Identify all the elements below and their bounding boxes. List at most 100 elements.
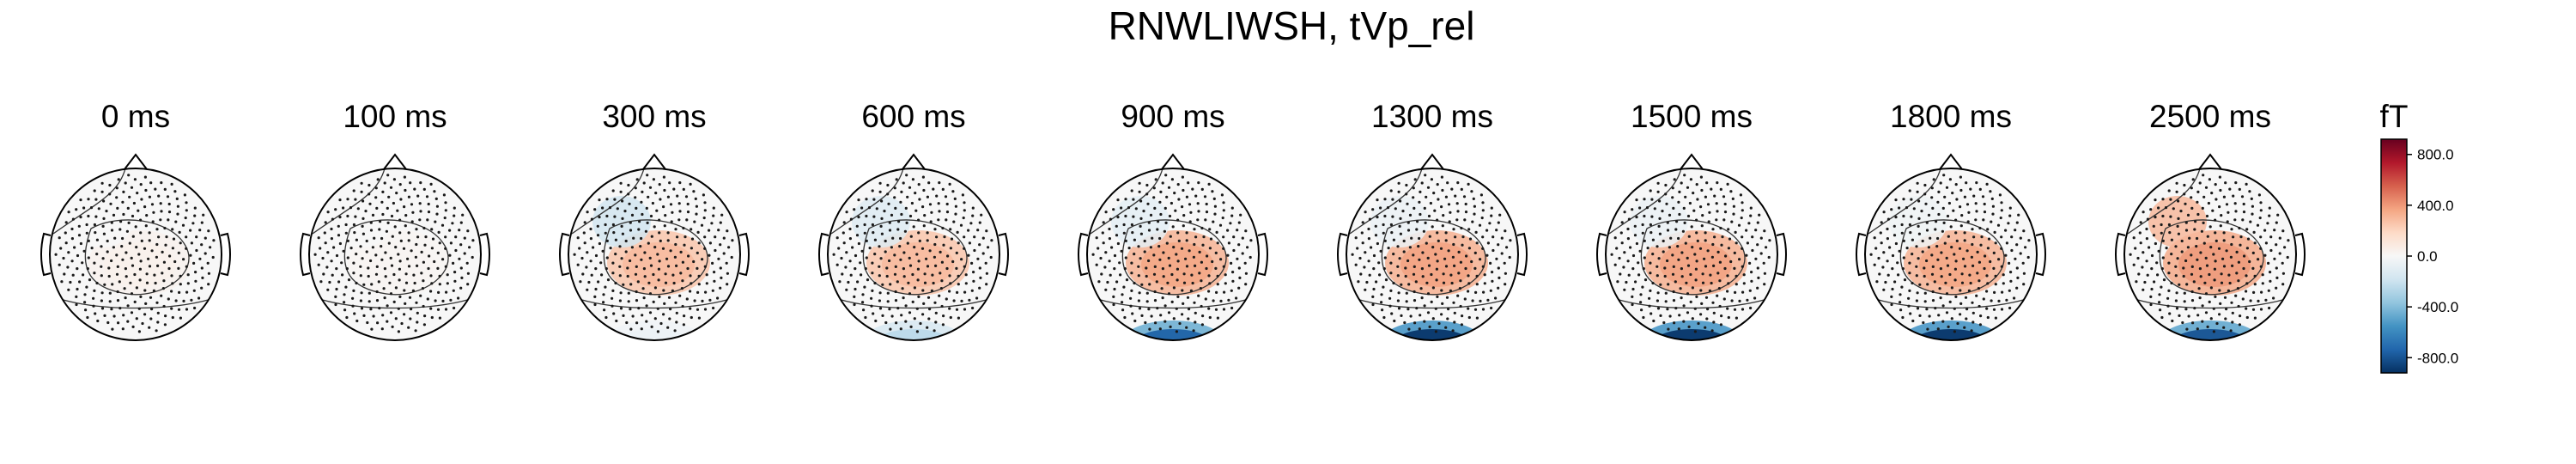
sensor-dot bbox=[921, 205, 925, 209]
sensor-dot bbox=[2196, 327, 2199, 331]
sensor-dot bbox=[92, 296, 95, 300]
sensor-dot bbox=[1389, 189, 1393, 192]
sensor-dot bbox=[1733, 266, 1736, 270]
sensor-dot bbox=[628, 202, 631, 205]
sensor-dot bbox=[673, 329, 677, 333]
sensor-dot bbox=[644, 229, 648, 233]
sensor-dot bbox=[418, 218, 422, 222]
field-map bbox=[568, 168, 740, 340]
sensor-dot bbox=[884, 250, 887, 253]
sensor-dot bbox=[2275, 266, 2278, 270]
sensor-dot bbox=[708, 241, 713, 245]
sensor-dot bbox=[893, 272, 897, 276]
sensor-dot bbox=[1130, 189, 1133, 192]
sensor-dot bbox=[1902, 214, 1905, 218]
sensor-dot bbox=[322, 272, 325, 276]
sensor-dot bbox=[1918, 314, 1922, 317]
sensor-dot bbox=[1886, 273, 1890, 277]
sensor-dot bbox=[865, 239, 868, 242]
sensor-dot bbox=[136, 192, 139, 195]
sensor-dot bbox=[1994, 316, 1997, 320]
sensor-dot bbox=[1723, 211, 1728, 214]
sensor-dot bbox=[1146, 202, 1150, 205]
sensor-dot bbox=[1908, 223, 1911, 227]
sensor-dot bbox=[585, 266, 588, 269]
sensor-dot bbox=[881, 283, 884, 286]
sensor-dot bbox=[461, 213, 465, 217]
sensor-dot bbox=[930, 289, 933, 292]
sensor-dot bbox=[2221, 257, 2225, 260]
sensor-dot bbox=[1125, 278, 1129, 282]
sensor-dot bbox=[1435, 278, 1438, 282]
sensor-dot bbox=[108, 291, 112, 295]
sensor-dot bbox=[1996, 223, 2001, 227]
sensor-dot bbox=[1728, 237, 1732, 241]
sensor-dot bbox=[1412, 186, 1415, 190]
sensor-dot bbox=[185, 290, 189, 294]
sensor-dot bbox=[647, 195, 650, 198]
sensor-dot bbox=[1095, 263, 1098, 266]
sensor-dot bbox=[1985, 290, 1989, 293]
sensor-dot bbox=[614, 281, 617, 285]
sensor-dot bbox=[361, 257, 364, 260]
sensor-dot bbox=[957, 316, 960, 320]
sensor-dot bbox=[905, 174, 908, 177]
sensor-dot bbox=[79, 198, 82, 202]
panel-time-label: 900 ms bbox=[1121, 99, 1224, 134]
sensor-dot bbox=[1115, 234, 1119, 237]
sensor-dot bbox=[1152, 253, 1156, 257]
sensor-dot bbox=[2218, 313, 2221, 316]
sensor-dot bbox=[1482, 290, 1485, 294]
sensor-dot bbox=[1924, 202, 1928, 205]
sensor-dot bbox=[200, 243, 204, 247]
sensor-dot bbox=[1229, 222, 1232, 225]
sensor-dot bbox=[601, 206, 605, 210]
sensor-dot bbox=[400, 321, 404, 326]
sensor-dot bbox=[1447, 308, 1450, 311]
colorbar-unit-label: fT bbox=[2380, 99, 2409, 134]
sensor-dot bbox=[1651, 238, 1655, 241]
sensor-dot bbox=[133, 178, 137, 181]
sensor-dot bbox=[949, 315, 952, 320]
sensor-dot bbox=[1683, 221, 1686, 224]
sensor-dot bbox=[2175, 307, 2179, 310]
sensor-dot bbox=[1627, 273, 1631, 277]
sensor-dot bbox=[627, 183, 630, 187]
sensor-dot bbox=[1696, 239, 1699, 242]
sensor-dot bbox=[1200, 279, 1203, 283]
sensor-dot bbox=[884, 321, 888, 325]
sensor-dot bbox=[1965, 181, 1968, 185]
sensor-dot bbox=[1699, 313, 1703, 316]
sensor-dot bbox=[1209, 237, 1213, 241]
sensor-dot bbox=[1746, 298, 1749, 302]
sensor-dot bbox=[1161, 267, 1164, 271]
sensor-dot bbox=[121, 200, 125, 204]
sensor-dot bbox=[355, 238, 358, 241]
sensor-dot bbox=[429, 274, 433, 278]
sensor-dot bbox=[404, 188, 407, 192]
sensor-dot bbox=[948, 274, 951, 278]
sensor-dot bbox=[608, 206, 612, 210]
sensor-dot bbox=[2206, 235, 2209, 238]
sensor-dot bbox=[1951, 192, 1954, 195]
sensor-dot bbox=[638, 220, 641, 223]
sensor-dot bbox=[1187, 181, 1190, 185]
sensor-dot bbox=[681, 260, 685, 264]
sensor-dot bbox=[361, 199, 365, 203]
sensor-dot bbox=[373, 236, 376, 240]
sensor-dot bbox=[1152, 272, 1157, 276]
sensor-dot bbox=[374, 253, 378, 257]
sensor-dot bbox=[438, 316, 441, 320]
sensor-dot bbox=[116, 265, 119, 268]
sensor-dot bbox=[694, 197, 697, 200]
sensor-dot bbox=[1917, 257, 1920, 260]
sensor-dot bbox=[1704, 265, 1708, 268]
sensor-dot bbox=[59, 247, 63, 250]
sensor-dot bbox=[1726, 182, 1729, 186]
sensor-dot bbox=[926, 195, 929, 198]
sensor-dot bbox=[64, 231, 67, 235]
sensor-dot bbox=[1928, 314, 1931, 318]
sensor-dot bbox=[619, 291, 623, 295]
sensor-dot bbox=[1121, 308, 1125, 312]
sensor-dot bbox=[863, 285, 866, 289]
